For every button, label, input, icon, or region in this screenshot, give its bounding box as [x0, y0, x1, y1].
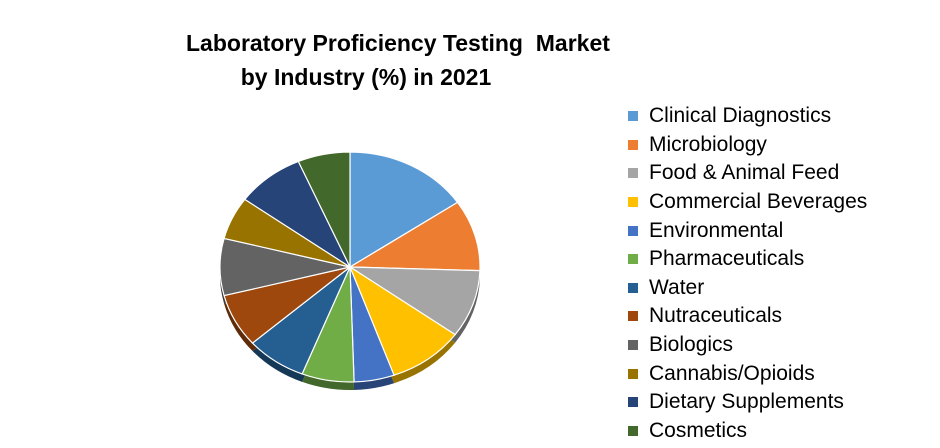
legend-item: Cosmetics — [628, 417, 867, 446]
legend-item: Dietary Supplements — [628, 388, 867, 417]
chart-title-line-2: by Industry (%) in 2021 — [240, 64, 492, 90]
legend: Clinical Diagnostics Microbiology Food & A… — [628, 102, 867, 445]
legend-swatch — [628, 254, 638, 265]
legend-item: Environmental — [628, 216, 867, 245]
legend-label: Pharmaceuticals — [649, 247, 805, 271]
legend-label: Dietary Supplements — [649, 390, 844, 414]
legend-label: Cosmetics — [649, 418, 748, 442]
pie-slice-cosmetics — [297, 151, 351, 268]
legend-swatch — [628, 311, 638, 322]
pie-slice-microbiology — [347, 201, 481, 272]
legend-label: Commercial Beverages — [649, 190, 868, 214]
legend-swatch — [628, 197, 638, 208]
legend-item: Cannabis/Opioids — [628, 359, 867, 388]
legend-item: Water — [628, 274, 867, 303]
legend-swatch — [628, 282, 638, 293]
legend-item: Pharmaceuticals — [628, 245, 867, 274]
legend-swatch — [628, 111, 638, 122]
chart-title-line-1: Laboratory Proficiency Testing Market — [186, 30, 610, 56]
legend-label: Environmental — [649, 218, 784, 242]
legend-label: Nutraceuticals — [649, 304, 783, 328]
legend-item: Clinical Diagnostics — [628, 102, 867, 131]
legend-label: Food & Animal Feed — [649, 161, 840, 185]
legend-swatch — [628, 425, 638, 436]
pie-slice-commercial-beverages — [348, 265, 457, 376]
legend-label: Biologics — [649, 333, 734, 357]
legend-item: Biologics — [628, 331, 867, 360]
legend-item: Microbiology — [628, 131, 867, 160]
legend-swatch — [628, 368, 638, 379]
legend-swatch — [628, 340, 638, 351]
legend-item: Food & Animal Feed — [628, 159, 867, 188]
legend-label: Clinical Diagnostics — [649, 104, 832, 128]
legend-label: Microbiology — [649, 132, 767, 156]
legend-swatch — [628, 397, 638, 408]
legend-swatch — [628, 225, 638, 236]
legend-swatch — [628, 168, 638, 179]
pie-slice-clinical-diagnostics — [349, 151, 459, 269]
legend-item: Commercial Beverages — [628, 188, 867, 217]
chart-title: Laboratory Proficiency Testing Market by… — [186, 26, 610, 94]
legend-label: Cannabis/Opioids — [649, 361, 815, 385]
legend-item: Nutraceuticals — [628, 302, 867, 331]
legend-swatch — [628, 139, 638, 150]
pie-slice-food-animal-feed — [347, 266, 481, 336]
legend-label: Water — [649, 275, 705, 299]
pie-plot — [219, 151, 481, 390]
